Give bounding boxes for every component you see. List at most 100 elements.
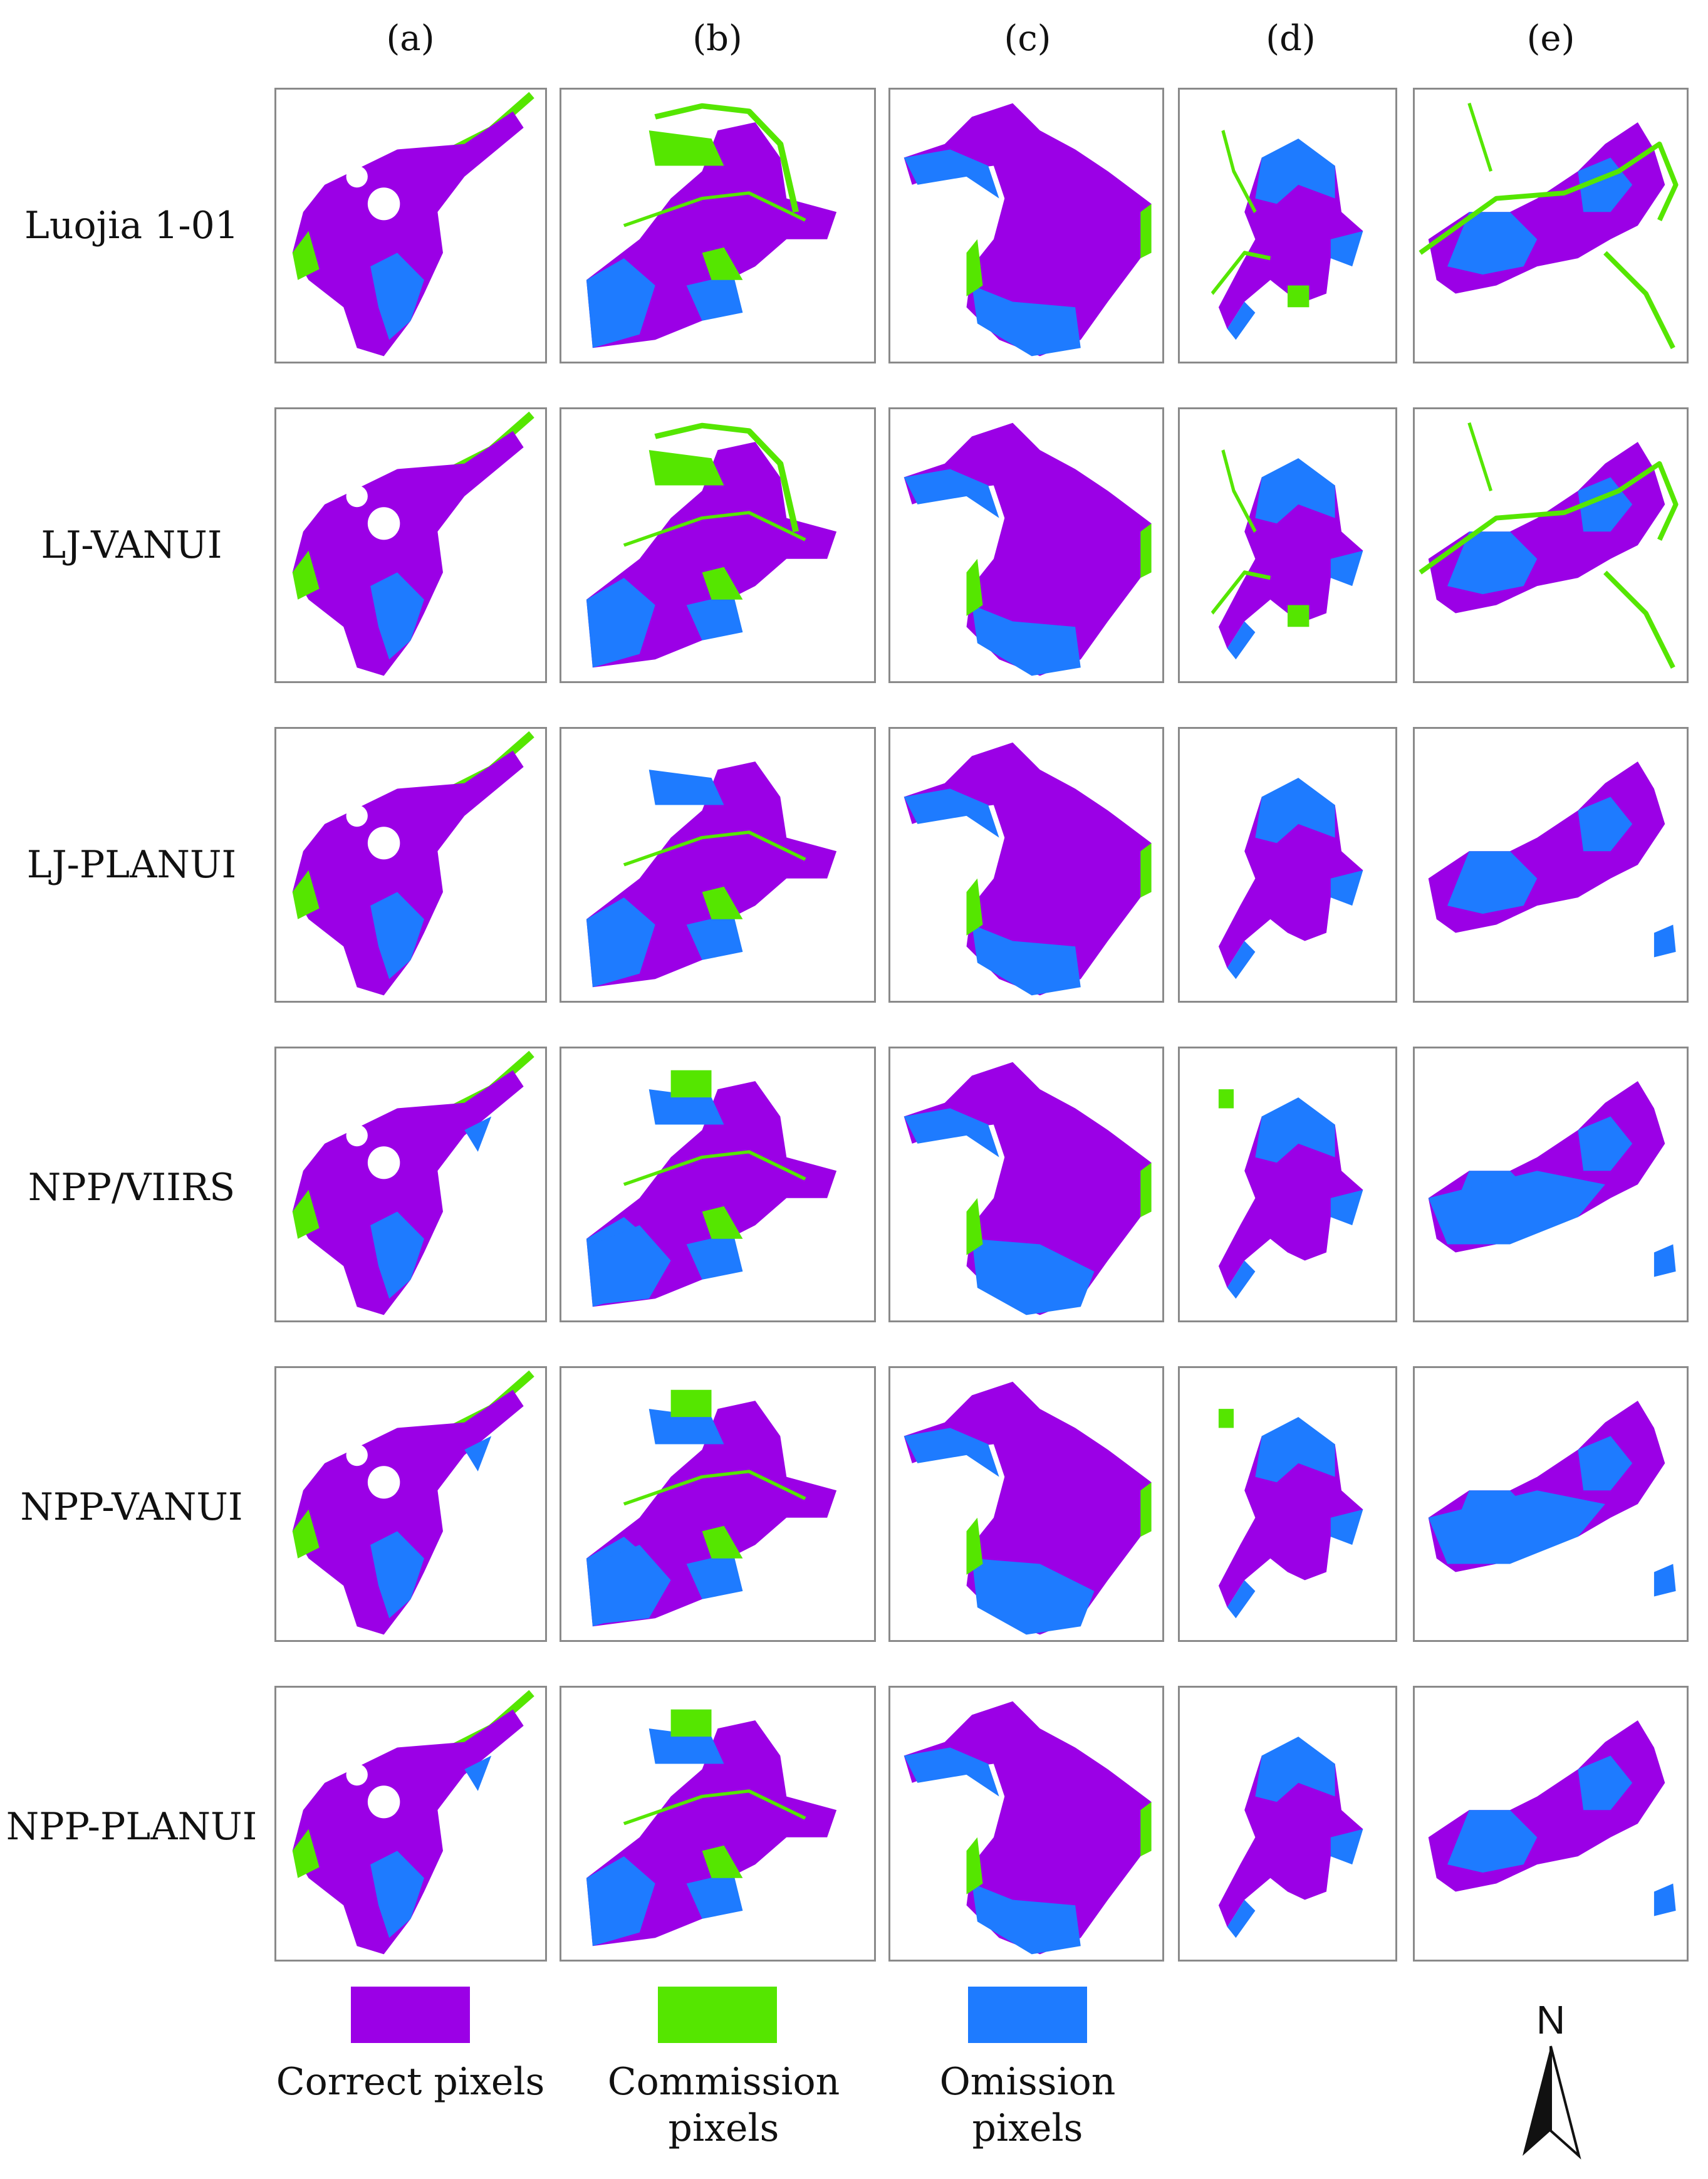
commission-area xyxy=(1140,1163,1152,1218)
commission-area xyxy=(1140,1482,1152,1537)
commission-area xyxy=(1218,1409,1234,1428)
omission-area xyxy=(1578,1436,1633,1491)
commission-area xyxy=(1140,1802,1152,1857)
omission-area xyxy=(903,149,999,199)
omission-area xyxy=(972,924,1081,996)
omission-area xyxy=(370,1211,424,1299)
omission-area xyxy=(1653,1883,1676,1916)
commission-area xyxy=(1288,285,1310,308)
commission-road xyxy=(623,511,806,547)
commission-road xyxy=(1419,141,1679,255)
row-label-npp-viirs: NPP/VIIRS xyxy=(28,1166,236,1210)
omission-area xyxy=(1255,1737,1335,1802)
legend-swatch-commission xyxy=(658,1987,777,2043)
commission-area xyxy=(292,1509,320,1559)
commission-area xyxy=(702,247,743,280)
omission-area xyxy=(370,253,424,340)
water-body xyxy=(367,187,400,221)
water-body xyxy=(346,1124,368,1147)
omission-area xyxy=(464,1436,492,1471)
column-label-d: (d) xyxy=(1266,18,1316,59)
omission-area xyxy=(686,914,743,960)
omission-area xyxy=(1447,1810,1538,1873)
omission-area xyxy=(903,469,999,518)
column-label-a: (a) xyxy=(386,18,435,59)
omission-area xyxy=(1578,1755,1633,1811)
omission-area xyxy=(1227,1260,1256,1299)
commission-area xyxy=(966,1198,983,1255)
map-panel-r6-b xyxy=(560,1686,876,1962)
omission-area xyxy=(1428,1171,1605,1245)
commission-area xyxy=(292,870,320,919)
commission-area xyxy=(292,231,320,280)
omission-area xyxy=(1447,851,1538,914)
omission-area xyxy=(1227,1580,1256,1619)
commission-area xyxy=(1288,605,1310,627)
omission-area xyxy=(903,1428,999,1477)
map-panel-r1-a xyxy=(274,88,547,363)
legend-label-commission: Commission pixels xyxy=(607,2060,840,2150)
omission-area xyxy=(1653,1564,1676,1597)
outline-area xyxy=(648,450,724,486)
map-panel-r5-b xyxy=(560,1366,876,1642)
omission-area xyxy=(972,1558,1095,1635)
commission-road xyxy=(1211,251,1271,295)
north-arrow: N xyxy=(1513,1996,1588,2165)
water-body xyxy=(367,1146,400,1179)
omission-area xyxy=(1447,212,1538,275)
omission-area xyxy=(972,1238,1095,1315)
map-panel-r4-e xyxy=(1413,1047,1689,1322)
map-panel-r1-c xyxy=(888,88,1164,363)
commission-road xyxy=(1467,102,1493,172)
commission-area xyxy=(1140,204,1152,259)
row-label-npp-planui: NPP-PLANUI xyxy=(6,1805,258,1849)
omission-area xyxy=(1227,941,1256,980)
map-panel-r3-b xyxy=(560,727,876,1003)
outline-area xyxy=(648,1409,724,1445)
omission-area xyxy=(1330,870,1363,906)
map-panel-r3-a xyxy=(274,727,547,1003)
north-arrow-dark-half xyxy=(1523,2046,1551,2156)
omission-area xyxy=(464,1755,492,1791)
commission-road xyxy=(654,103,799,213)
omission-area xyxy=(1255,138,1335,204)
map-panel-r2-e xyxy=(1413,407,1689,683)
water-body xyxy=(367,827,400,860)
water-body xyxy=(346,805,368,827)
water-body xyxy=(346,485,368,508)
column-label-b: (b) xyxy=(692,18,742,59)
commission-road xyxy=(1419,461,1679,575)
omission-area xyxy=(686,1873,743,1919)
map-panel-r5-a xyxy=(274,1366,547,1642)
water-body xyxy=(346,1764,368,1786)
map-panel-r4-a xyxy=(274,1047,547,1322)
commission-area xyxy=(1140,843,1152,898)
omission-area xyxy=(686,274,743,321)
commission-road xyxy=(623,191,806,227)
omission-area xyxy=(370,892,424,980)
map-panel-r3-e xyxy=(1413,727,1689,1003)
commission-road xyxy=(623,1150,806,1186)
commission-area xyxy=(292,1189,320,1239)
outline-area xyxy=(648,1728,724,1764)
map-panel-r5-e xyxy=(1413,1366,1689,1642)
omission-area xyxy=(370,1851,424,1938)
omission-area xyxy=(972,1883,1081,1955)
map-panel-r6-a xyxy=(274,1686,547,1962)
legend-swatch-correct xyxy=(351,1987,470,2043)
north-arrow-label: N xyxy=(1536,1997,1565,2042)
commission-road xyxy=(1221,130,1257,214)
water-body xyxy=(367,1466,400,1499)
column-label-e: (e) xyxy=(1526,18,1575,59)
row-label-luojia: Luojia 1-01 xyxy=(24,204,239,248)
omission-area xyxy=(903,788,999,838)
commission-area xyxy=(292,1829,320,1878)
map-panel-r2-a xyxy=(274,407,547,683)
omission-area xyxy=(972,285,1081,357)
omission-area xyxy=(1330,1189,1363,1226)
omission-area xyxy=(370,1531,424,1619)
omission-area xyxy=(686,594,743,640)
omission-area xyxy=(903,1747,999,1797)
omission-area xyxy=(1255,778,1335,844)
outline-area xyxy=(648,1089,724,1125)
